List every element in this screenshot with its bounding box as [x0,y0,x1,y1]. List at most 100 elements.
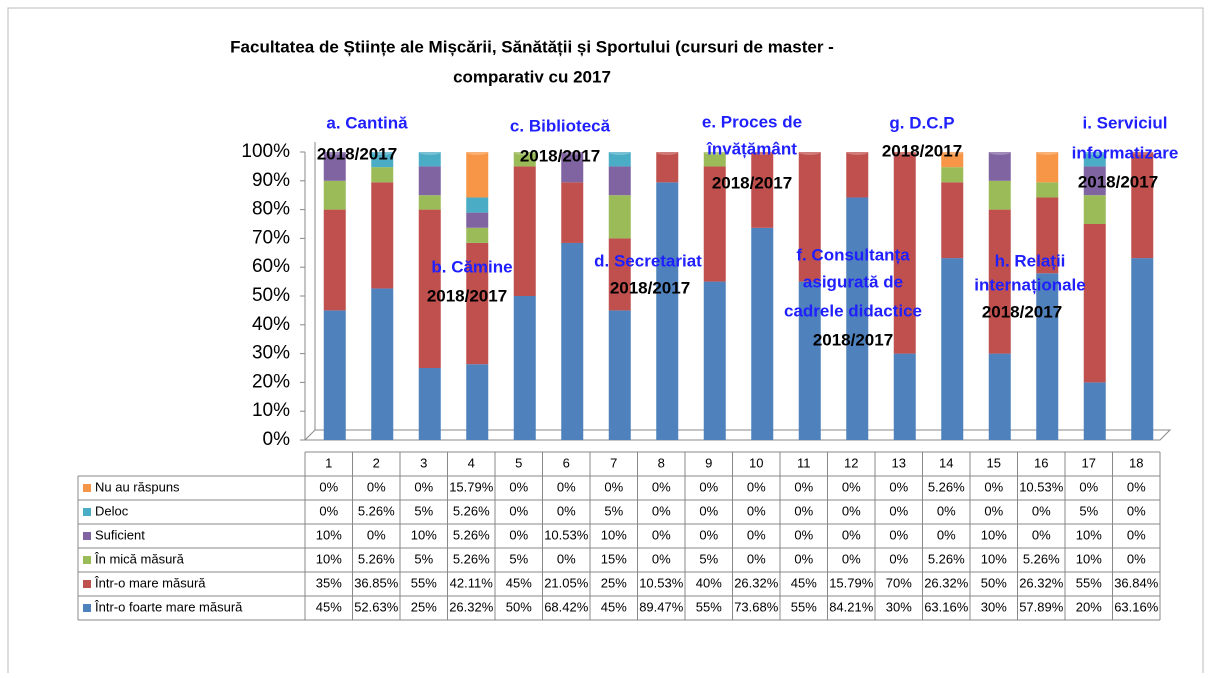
table-cell: 0% [367,479,386,494]
x-tick-label: 13 [892,455,906,470]
table-cell: 25% [601,575,627,590]
table-cell: 0% [367,527,386,542]
legend-label: Într-o foarte mare măsură [94,599,243,614]
bar-segment [466,212,489,228]
table-cell: 0% [889,479,908,494]
table-cell: 10% [1076,527,1102,542]
bar-segment [893,152,916,354]
bar-top [988,149,1011,155]
table-cell: 40% [696,575,722,590]
table-cell: 0% [699,479,718,494]
bar-top [846,149,869,155]
table-cell: 26.32% [1019,575,1064,590]
annotation: c. Bibliotecă [510,116,611,135]
bar-segment [751,227,774,440]
bar-top [561,149,584,155]
y-tick-label: 100% [241,141,290,162]
table-cell: 0% [557,503,576,518]
table-cell: 55% [411,575,437,590]
x-tick-label: 2 [373,455,380,470]
table-cell: 0% [604,479,623,494]
annotation: e. Proces de [702,112,802,131]
bar-segment [608,238,631,311]
bar-segment [418,209,441,368]
table-cell: 20% [1076,599,1102,614]
legend-key [83,604,91,612]
x-tick-label: 18 [1129,455,1143,470]
bar-segment [608,195,631,239]
y-tick-label: 50% [252,285,290,306]
bar-segment [941,167,964,183]
bar-segment [988,152,1011,181]
annotation-note: 2018/2017 [1078,172,1158,191]
table-cell: 5% [1079,503,1098,518]
bar-top [798,149,821,155]
annotation: a. Cantină [326,113,408,132]
table-cell: 15.79% [449,479,494,494]
table-cell: 0% [1127,527,1146,542]
bar-segment [466,364,489,440]
table-cell: 5% [414,503,433,518]
annotation: i. Serviciul [1082,113,1167,132]
table-cell: 26.32% [734,575,779,590]
table-cell: 55% [1076,575,1102,590]
table-cell: 0% [747,503,766,518]
table-cell: 0% [1127,479,1146,494]
table-cell: 0% [509,503,528,518]
legend-label: În mică măsură [94,551,185,566]
bar-segment [323,209,346,311]
bar-top [751,149,774,155]
table-cell: 0% [889,527,908,542]
table-cell: 0% [414,479,433,494]
x-tick-label: 6 [563,455,570,470]
bar-segment [371,152,394,168]
bar-segment [846,197,869,440]
bar-segment [1036,197,1059,274]
table-cell: 30% [981,599,1007,614]
table-cell: 0% [557,551,576,566]
table-cell: 0% [984,479,1003,494]
bar-segment [513,296,536,440]
annotation: asigurată de [803,272,903,291]
bar-segment [1036,152,1059,183]
bar-segment [323,152,346,181]
table-cell: 5.26% [928,479,965,494]
table-cell: 55% [696,599,722,614]
bar-top [418,149,441,155]
table-cell: 50% [981,575,1007,590]
table-cell: 10% [316,527,342,542]
bar-segment [846,152,869,198]
bar-top [703,149,726,155]
table-cell: 63.16% [924,599,969,614]
bar-segment [798,281,821,440]
table-cell: 5.26% [358,503,395,518]
annotation-note: 2018/2017 [882,141,962,160]
annotation-note: 2018/2017 [427,286,507,305]
bar-segment [1131,152,1154,259]
bar-segment [608,310,631,440]
y-tick-label: 60% [252,256,290,277]
x-tick-label: 12 [844,455,858,470]
table-cell: 5.26% [928,551,965,566]
table-cell: 0% [937,527,956,542]
bar-top [513,149,536,155]
bar-segment [418,368,441,440]
annotation-note: 2018/2017 [317,144,397,163]
bar-top [608,149,631,155]
bar-segment [988,180,1011,210]
x-tick-label: 7 [610,455,617,470]
legend-key [83,532,91,540]
y-tick-label: 30% [252,343,290,364]
table-cell: 36.84% [1114,575,1159,590]
table-cell: 0% [747,527,766,542]
x-tick-label: 9 [705,455,712,470]
table-cell: 45% [601,599,627,614]
table-cell: 5.26% [453,527,490,542]
table-cell: 68.42% [544,599,589,614]
table-cell: 0% [747,479,766,494]
table-cell: 89.47% [639,599,684,614]
bar-segment [656,152,679,183]
annotation: internaționale [974,275,1085,294]
chart-title: Facultatea de Științe ale Mișcării, Sănă… [230,37,834,56]
